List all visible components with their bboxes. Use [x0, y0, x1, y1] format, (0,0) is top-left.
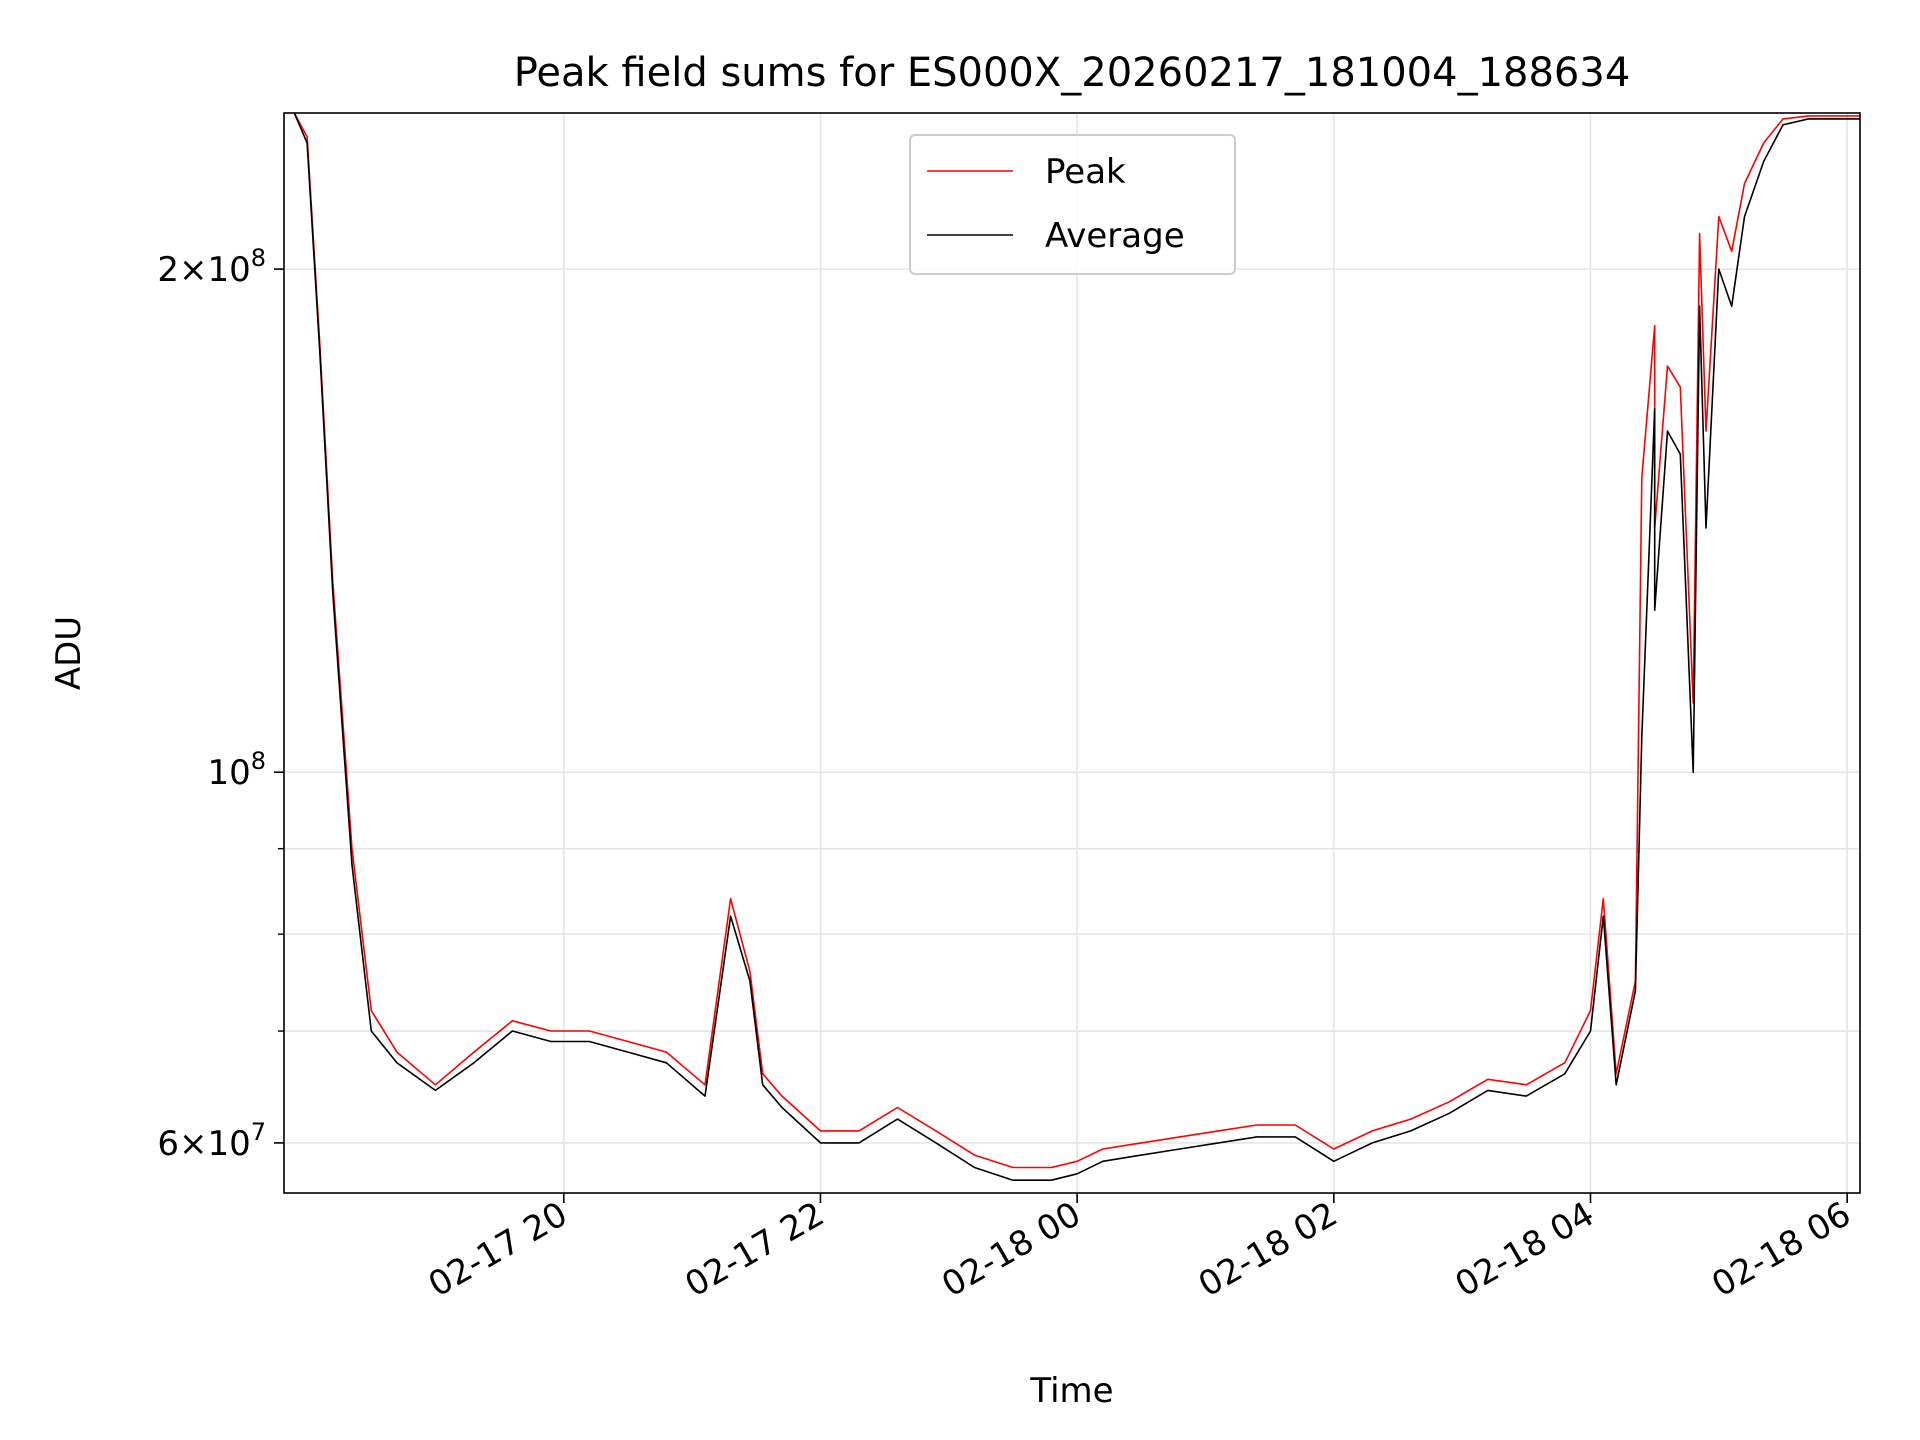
grid	[284, 113, 1860, 1193]
x-axis-label: Time	[1029, 1371, 1113, 1411]
series-layer	[293, 113, 1860, 1181]
legend-label-peak: Peak	[1045, 152, 1126, 192]
legend-label-average: Average	[1045, 216, 1185, 256]
y-tick-label: 2×108	[157, 244, 266, 290]
y-axis-label: ADU	[49, 616, 89, 690]
series-line-peak	[293, 113, 1860, 1169]
legend: Peak Average	[909, 134, 1236, 275]
y-tick-label: 108	[207, 747, 266, 793]
y-tick-label: 6×107	[157, 1118, 266, 1164]
legend-box	[909, 134, 1236, 275]
series-line-average	[293, 113, 1860, 1181]
plot-frame	[283, 112, 1861, 1194]
chart-title: Peak field sums for ES000X_20260217_1810…	[514, 50, 1631, 96]
